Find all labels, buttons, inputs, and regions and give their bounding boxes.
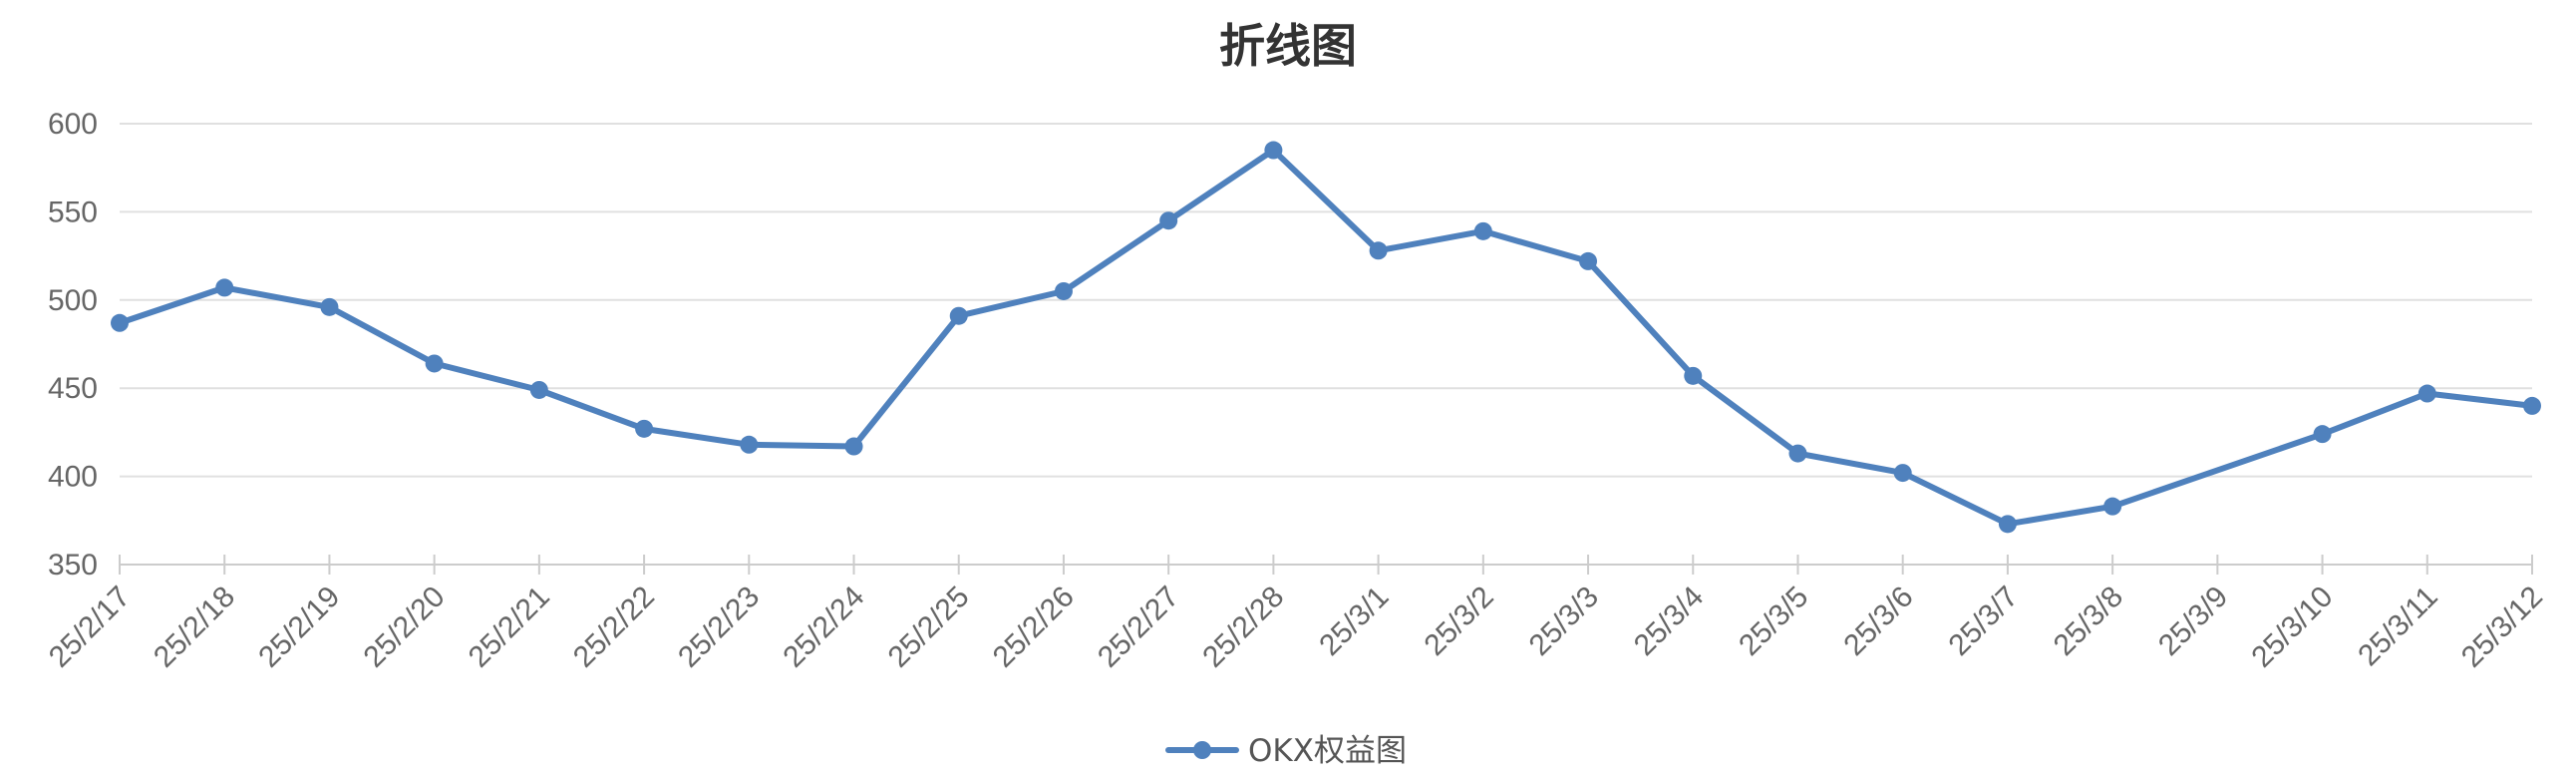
x-tick-label: 25/3/10 xyxy=(2245,581,2339,674)
series-line-0 xyxy=(117,147,2535,528)
data-point xyxy=(1893,464,1912,483)
chart-title: 折线图 xyxy=(1219,19,1357,73)
x-tick-label: 25/3/4 xyxy=(1628,581,1710,662)
data-point xyxy=(2103,497,2122,516)
data-point xyxy=(2523,396,2541,415)
x-tick-label: 25/2/27 xyxy=(1092,581,1185,674)
data-point xyxy=(320,297,339,316)
x-tick-label: 25/2/17 xyxy=(43,581,137,674)
data-point xyxy=(949,306,968,325)
x-tick-label: 25/2/18 xyxy=(148,581,241,674)
data-point xyxy=(1473,221,1492,240)
x-tick-label: 25/2/25 xyxy=(882,581,976,674)
data-point xyxy=(1264,141,1283,160)
x-tick-label: 25/2/19 xyxy=(252,581,346,674)
x-tick-label: 25/3/5 xyxy=(1733,581,1814,662)
x-tick-label: 25/3/9 xyxy=(2152,581,2234,662)
data-point xyxy=(740,435,759,454)
x-tick-label: 25/2/28 xyxy=(1196,581,1290,674)
x-tick-label: 25/3/7 xyxy=(1943,581,2025,662)
data-point xyxy=(111,313,129,332)
data-point xyxy=(1998,515,2017,534)
y-tick-label: 400 xyxy=(48,461,98,494)
data-point xyxy=(1579,251,1598,270)
x-tick-label: 25/3/6 xyxy=(1837,581,1919,662)
data-point xyxy=(529,380,548,399)
data-point xyxy=(1159,211,1178,230)
x-tick-label: 25/3/8 xyxy=(2048,581,2129,662)
x-tick-label: 25/2/22 xyxy=(567,581,661,674)
y-tick-label: 350 xyxy=(48,549,98,582)
x-tick-label: 25/3/3 xyxy=(1523,581,1605,662)
x-tick-label: 25/3/1 xyxy=(1313,581,1395,662)
data-point xyxy=(1369,241,1388,260)
x-tick-label: 25/2/20 xyxy=(357,581,451,674)
x-tick-label: 25/3/12 xyxy=(2455,581,2549,674)
data-point xyxy=(844,437,863,456)
x-tick-label: 25/3/2 xyxy=(1418,581,1499,662)
data-point xyxy=(1054,281,1073,300)
x-tick-label: 25/2/21 xyxy=(463,581,556,674)
data-point xyxy=(1684,366,1703,385)
data-point xyxy=(2313,425,2332,444)
x-tick-label: 25/2/24 xyxy=(777,581,870,674)
data-point xyxy=(215,278,234,297)
legend-label: OKX权益图 xyxy=(1248,733,1407,769)
y-tick-label: 550 xyxy=(48,196,98,228)
data-point xyxy=(635,419,654,438)
y-tick-label: 600 xyxy=(48,108,98,141)
x-tick-label: 25/2/26 xyxy=(987,581,1081,674)
data-point xyxy=(1788,444,1807,463)
data-point xyxy=(2417,384,2436,403)
y-tick-label: 500 xyxy=(48,284,98,317)
y-tick-label: 450 xyxy=(48,372,98,405)
data-point xyxy=(425,354,444,373)
legend-marker xyxy=(1193,741,1211,759)
x-tick-label: 25/3/11 xyxy=(2352,581,2444,673)
x-tick-label: 25/2/23 xyxy=(672,581,766,674)
